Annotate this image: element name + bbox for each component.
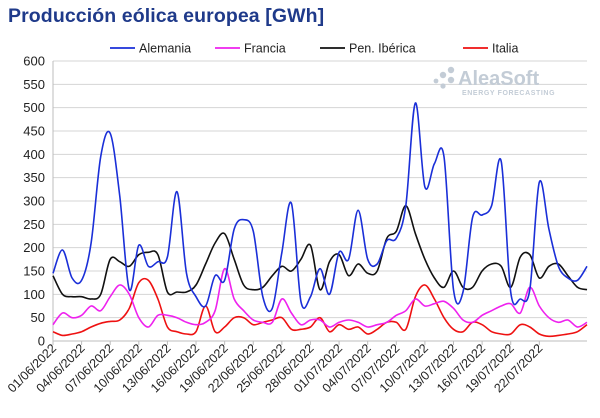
series-line-pen-iberica xyxy=(52,204,588,300)
x-axis-ticks: 01/06/202204/06/202207/06/202210/06/2022… xyxy=(5,341,545,395)
y-tick-label: 350 xyxy=(23,170,45,185)
watermark-brand: AleaSoft xyxy=(458,68,539,90)
aleasoft-logo-icon xyxy=(433,66,455,89)
legend: Alemania Francia Pen. Ibérica Italia xyxy=(110,42,518,56)
y-tick-label: 150 xyxy=(23,264,45,279)
y-tick-label: 250 xyxy=(23,217,45,232)
series-lines xyxy=(52,102,588,338)
y-tick-label: 400 xyxy=(23,147,45,162)
y-tick-label: 0 xyxy=(38,334,45,349)
legend-label-pen-iberica: Pen. Ibérica xyxy=(349,42,416,56)
legend-label-italia: Italia xyxy=(492,42,518,56)
y-tick-label: 550 xyxy=(23,77,45,92)
chart-title: Producción eólica europea [GWh] xyxy=(8,5,325,27)
y-tick-label: 600 xyxy=(23,54,45,69)
y-tick-label: 200 xyxy=(23,240,45,255)
series-line-francia xyxy=(52,267,588,328)
aleasoft-watermark: AleaSoft ENERGY FORECASTING xyxy=(433,66,555,97)
y-tick-label: 50 xyxy=(31,310,45,325)
y-axis-ticks: 0 50 100 150 200 250 300 350 400 450 500 550 600 xyxy=(23,54,45,349)
legend-label-francia: Francia xyxy=(244,42,286,56)
y-tick-label: 100 xyxy=(23,287,45,302)
series-line-alemania xyxy=(52,102,588,313)
legend-label-alemania: Alemania xyxy=(139,42,191,56)
y-tick-label: 500 xyxy=(23,100,45,115)
y-tick-label: 300 xyxy=(23,194,45,209)
grid-lines xyxy=(52,60,587,342)
series-line-italia xyxy=(52,277,588,338)
watermark-tagline: ENERGY FORECASTING xyxy=(462,90,555,97)
y-tick-label: 450 xyxy=(23,124,45,139)
